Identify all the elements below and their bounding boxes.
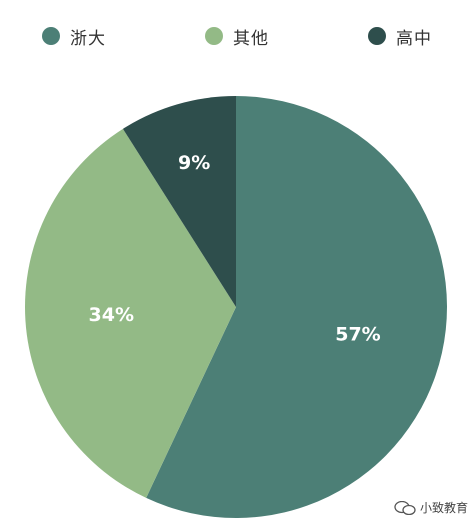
pie-slice-2	[122, 96, 236, 307]
legend-item-0: 浙大	[42, 22, 106, 50]
legend-label-1: 其他	[233, 28, 269, 49]
pie-slice-label-1: 34%	[89, 304, 134, 326]
legend-label-0: 浙大	[70, 28, 106, 49]
pie-slice-1	[25, 128, 237, 498]
legend-swatch-0	[42, 27, 60, 45]
chart-legend: 浙大 其他 高中	[0, 22, 476, 50]
legend-item-1: 其他	[205, 22, 269, 50]
wechat-icon	[394, 500, 416, 515]
legend-item-2: 高中	[368, 22, 432, 50]
legend-swatch-2	[368, 27, 386, 45]
watermark-text: 小致教育	[419, 501, 468, 515]
pie-slice-0	[146, 96, 447, 518]
pie-slice-label-2: 9%	[178, 152, 210, 174]
legend-label-2: 高中	[396, 28, 432, 49]
pie-slice-label-0: 57%	[335, 323, 380, 345]
legend-swatch-1	[205, 27, 223, 45]
watermark: 小致教育	[394, 499, 468, 516]
